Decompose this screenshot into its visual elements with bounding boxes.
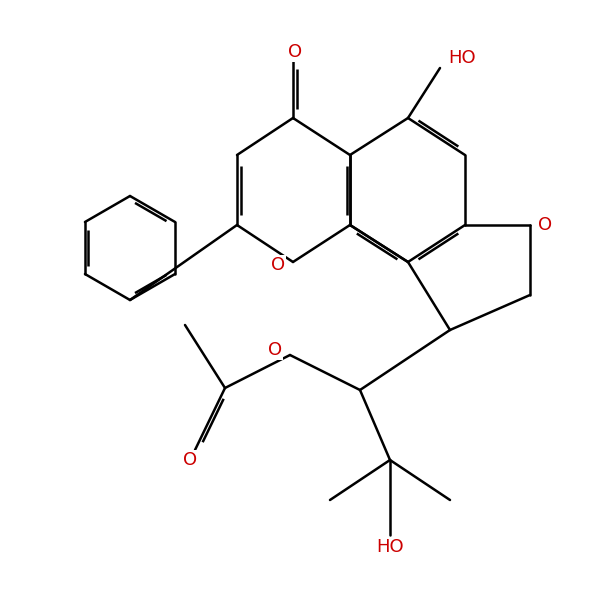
Text: HO: HO xyxy=(448,49,476,67)
Text: O: O xyxy=(268,341,282,359)
Text: O: O xyxy=(538,216,552,234)
Text: O: O xyxy=(183,451,197,469)
Text: HO: HO xyxy=(376,538,404,556)
Text: O: O xyxy=(288,43,302,61)
Text: O: O xyxy=(271,256,285,274)
